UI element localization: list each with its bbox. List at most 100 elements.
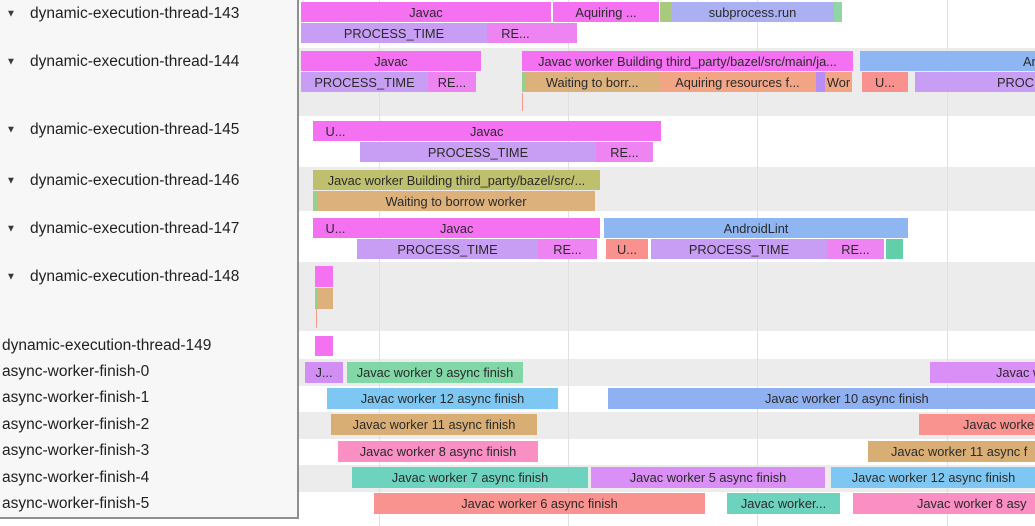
trace-span-label: Javac worker Building third_party/bazel/… [327, 172, 586, 188]
trace-span[interactable]: subprocess.run [671, 2, 834, 22]
trace-span[interactable] [816, 72, 825, 92]
trace-span[interactable]: Javac worker 7 async finish [352, 467, 588, 488]
trace-span-label: Javac worker 9 async finish [356, 365, 514, 380]
trace-span-label: AndroidLint [723, 220, 789, 236]
track-label: dynamic-execution-thread-143 [30, 5, 240, 22]
trace-span-label: AndroidLint [1023, 53, 1035, 69]
track-row[interactable]: dynamic-execution-thread-149 [0, 335, 297, 357]
trace-span[interactable]: U... [313, 121, 358, 141]
trace-span[interactable] [313, 191, 317, 211]
expander-icon[interactable]: ▼ [6, 56, 16, 68]
track-label: dynamic-execution-thread-144 [30, 53, 240, 70]
trace-span[interactable]: Javac [358, 121, 661, 141]
trace-span[interactable]: Javac worker 12 async finish [327, 388, 558, 409]
trace-span-label: Javac worker 8 async finish [359, 444, 517, 459]
trace-span[interactable]: Wor [825, 72, 852, 92]
trace-span[interactable] [833, 2, 842, 22]
trace-span[interactable]: PROCESS_TIME [651, 239, 827, 259]
trace-span-label: Javac worker 7 async finish [391, 470, 549, 485]
trace-span[interactable]: PROCESS_TIME [301, 23, 487, 43]
panel-divider[interactable] [297, 0, 299, 518]
trace-span[interactable]: RE... [428, 72, 476, 92]
trace-span-label: Javac worker 12 async finish [851, 470, 1016, 485]
trace-span[interactable]: U... [606, 239, 648, 259]
trace-span[interactable] [315, 266, 333, 287]
trace-span-label: Javac [409, 4, 443, 20]
trace-span[interactable]: Javac worker Building third_party/bazel/… [313, 170, 600, 190]
expander-icon[interactable]: ▼ [6, 124, 16, 136]
trace-span[interactable] [315, 288, 318, 309]
trace-span[interactable]: Javac worker... [727, 493, 840, 514]
trace-span[interactable]: Javac [301, 2, 551, 22]
trace-span[interactable] [544, 23, 577, 43]
track-row[interactable]: ▼ dynamic-execution-thread-143 [0, 3, 297, 25]
trace-span[interactable]: Javac worker 6 async finish [374, 493, 705, 514]
track-label: async-worker-finish-1 [2, 389, 150, 406]
track-row[interactable]: ▼ dynamic-execution-thread-144 [0, 51, 297, 73]
trace-span[interactable]: PROCESS_TIME [915, 72, 1035, 92]
track-row[interactable]: ▼ dynamic-execution-thread-145 [0, 119, 297, 141]
trace-span[interactable]: U... [862, 72, 908, 92]
trace-span[interactable]: Javac worker 11 async f [868, 441, 1035, 462]
trace-span-label: Aquiring ... [575, 4, 637, 20]
track-row[interactable]: async-worker-finish-1 [0, 387, 297, 409]
trace-span[interactable]: Aquiring resources f... [659, 72, 816, 92]
trace-span[interactable]: RE... [487, 23, 544, 43]
trace-span[interactable] [659, 2, 672, 22]
trace-span[interactable]: Javac worker 11 async finish [331, 414, 537, 435]
trace-span[interactable]: Waiting to borrow worker [317, 191, 595, 211]
trace-span[interactable]: PROCESS_TIME [301, 72, 428, 92]
track-row[interactable]: ▼ dynamic-execution-thread-148 [0, 266, 297, 288]
track-row[interactable]: async-worker-finish-4 [0, 467, 297, 489]
trace-span[interactable]: Javac worke [919, 414, 1035, 435]
trace-span[interactable]: Javac [358, 218, 600, 238]
expander-icon[interactable]: ▼ [6, 223, 16, 235]
trace-span[interactable]: Waiting to borr... [525, 72, 659, 92]
trace-span[interactable]: Javac worker 9 async finish [347, 362, 523, 383]
trace-span[interactable]: J... [305, 362, 343, 383]
trace-span[interactable]: PROCESS_TIME [357, 239, 538, 259]
trace-span-label: PROCESS_TIME [343, 25, 445, 41]
track-name-panel: ▼ dynamic-execution-thread-143 ▼ dynamic-ex… [0, 0, 297, 517]
instant-marker[interactable] [315, 309, 317, 328]
track-label: dynamic-execution-thread-148 [30, 268, 240, 285]
trace-span[interactable]: Javac worker Building third_party/bazel/… [522, 51, 853, 71]
track-row[interactable]: async-worker-finish-2 [0, 414, 297, 436]
trace-span[interactable]: Javac worker 8 async finish [338, 441, 538, 462]
expander-icon[interactable]: ▼ [6, 271, 16, 283]
trace-span[interactable]: Aquiring ... [553, 2, 659, 22]
trace-span[interactable]: PROCESS_TIME [360, 142, 596, 162]
trace-span-label: Javac [470, 123, 504, 139]
trace-span[interactable]: Javac worker 5 async finish [591, 467, 825, 488]
instant-marker[interactable] [521, 93, 523, 111]
track-row[interactable]: ▼ dynamic-execution-thread-146 [0, 170, 297, 192]
gridline [568, 0, 569, 526]
track-label: async-worker-finish-5 [2, 495, 150, 512]
trace-span[interactable]: RE... [596, 142, 653, 162]
track-row[interactable]: async-worker-finish-0 [0, 361, 297, 383]
trace-span[interactable] [317, 288, 333, 309]
trace-span-label: Javac w [996, 365, 1035, 380]
trace-span[interactable] [315, 336, 333, 356]
track-label: async-worker-finish-4 [2, 469, 150, 486]
trace-span[interactable]: AndroidLint [860, 51, 1035, 71]
trace-span-label: U... [325, 123, 346, 139]
expander-icon[interactable]: ▼ [6, 8, 16, 20]
trace-span[interactable]: Javac w [930, 362, 1035, 383]
trace-span[interactable]: Javac [301, 51, 481, 71]
trace-span-label: Wor [826, 74, 851, 90]
trace-span[interactable]: AndroidLint [604, 218, 908, 238]
trace-span[interactable] [886, 239, 903, 259]
track-row[interactable]: ▼ dynamic-execution-thread-147 [0, 218, 297, 240]
track-row[interactable]: async-worker-finish-3 [0, 440, 297, 462]
trace-span[interactable]: RE... [538, 239, 597, 259]
expander-icon[interactable]: ▼ [6, 175, 16, 187]
trace-span[interactable]: Javac worker 8 asy [853, 493, 1035, 514]
track-label: dynamic-execution-thread-147 [30, 220, 240, 237]
trace-span[interactable]: RE... [827, 239, 884, 259]
trace-span[interactable]: Javac worker 12 async finish [831, 467, 1035, 488]
track-row[interactable]: async-worker-finish-5 [0, 493, 297, 515]
trace-span[interactable]: U... [313, 218, 358, 238]
trace-span[interactable]: Javac worker 10 async finish [608, 388, 1035, 409]
trace-span[interactable] [522, 72, 526, 92]
